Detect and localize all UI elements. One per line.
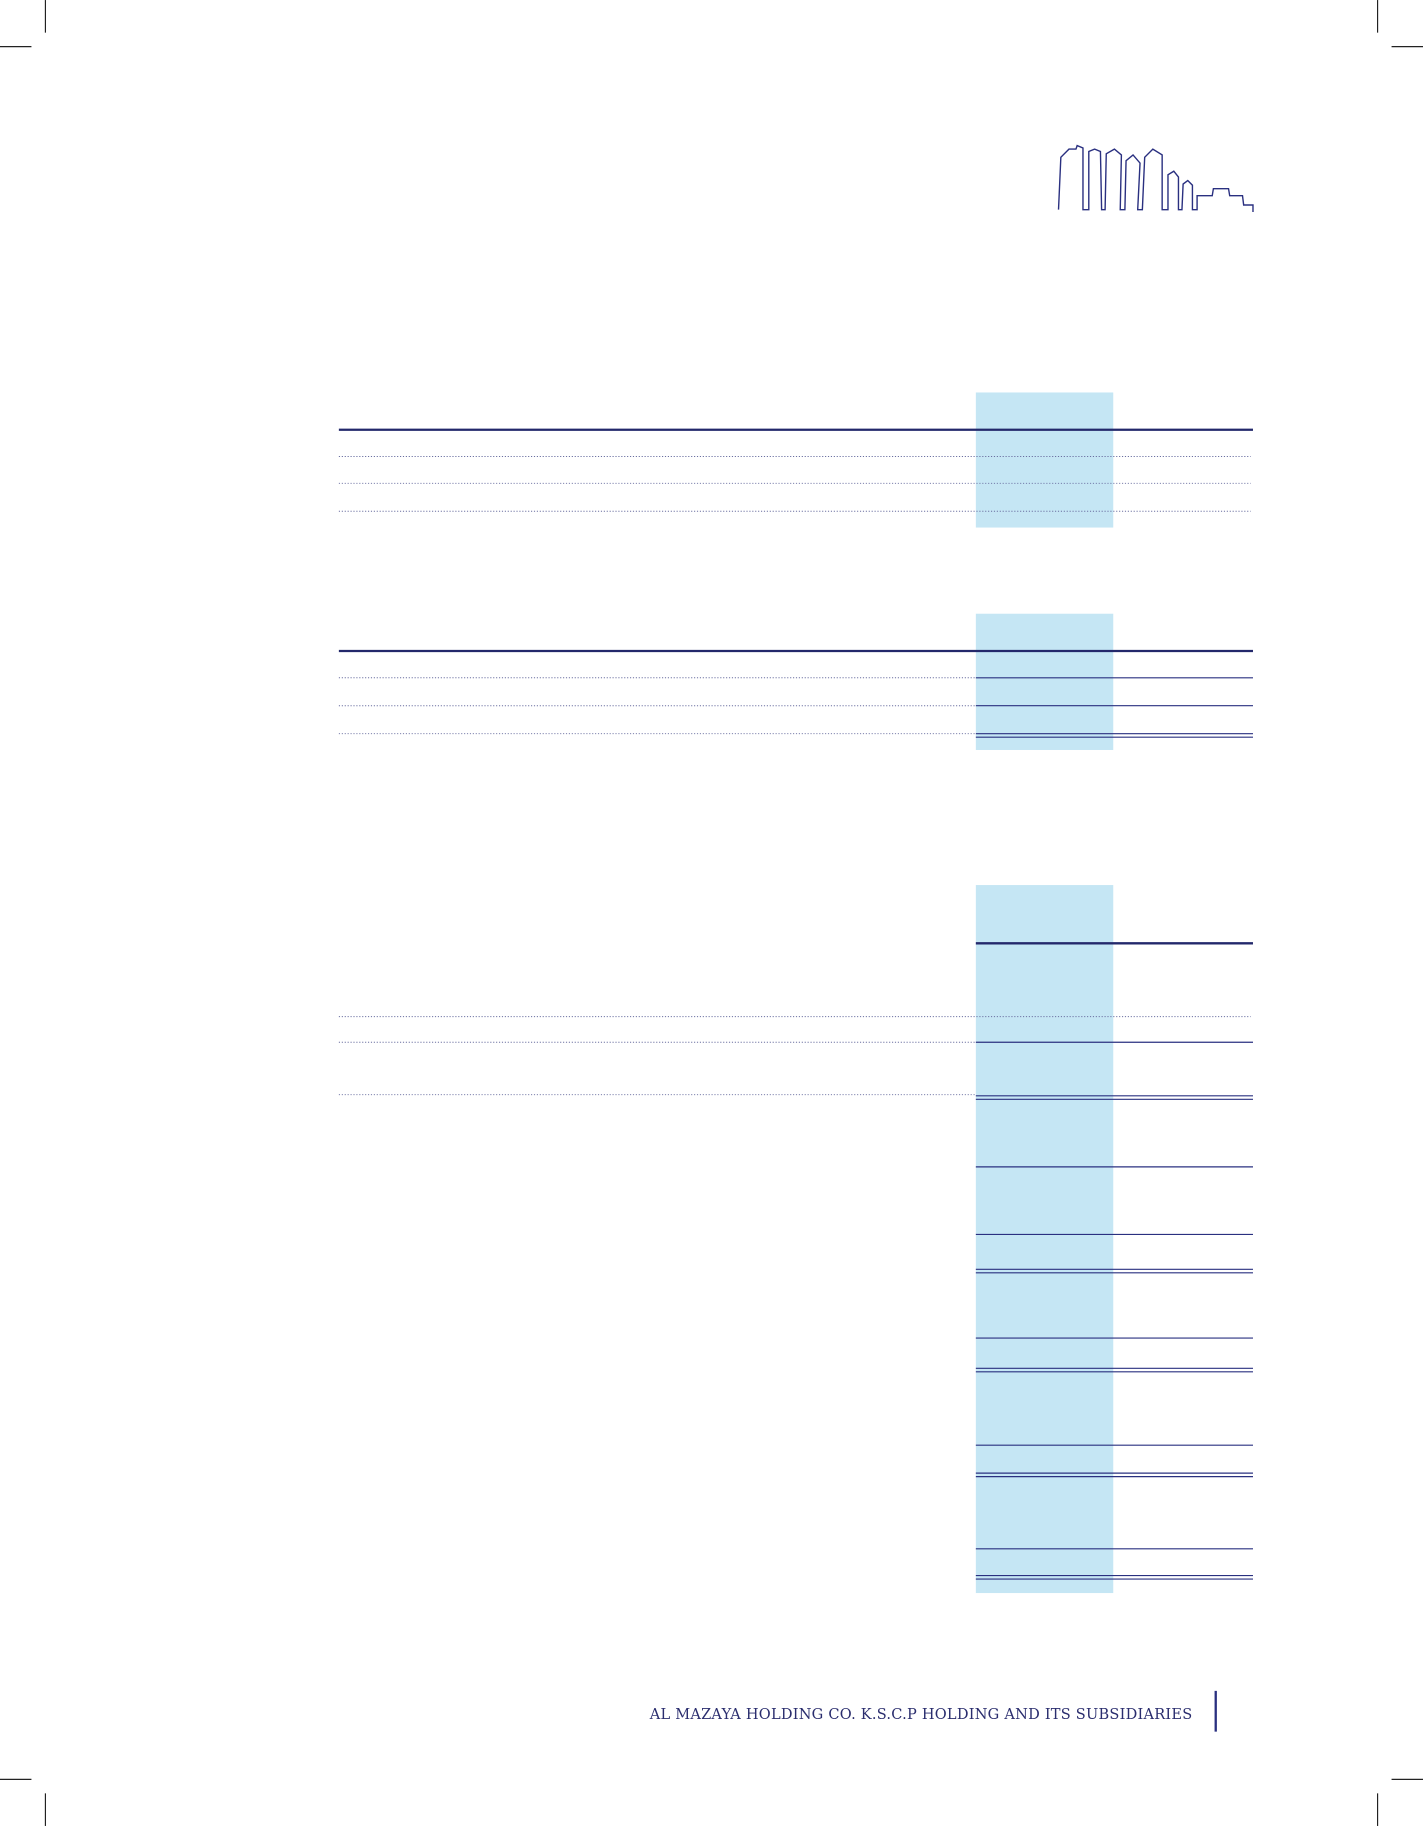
table-rules [338, 428, 1253, 1580]
footer-text: AL MAZAYA HOLDING CO. K.S.C.P HOLDING AN… [649, 1706, 1193, 1723]
highlight-columns [975, 392, 1114, 1594]
skyline-logo [1057, 144, 1254, 212]
